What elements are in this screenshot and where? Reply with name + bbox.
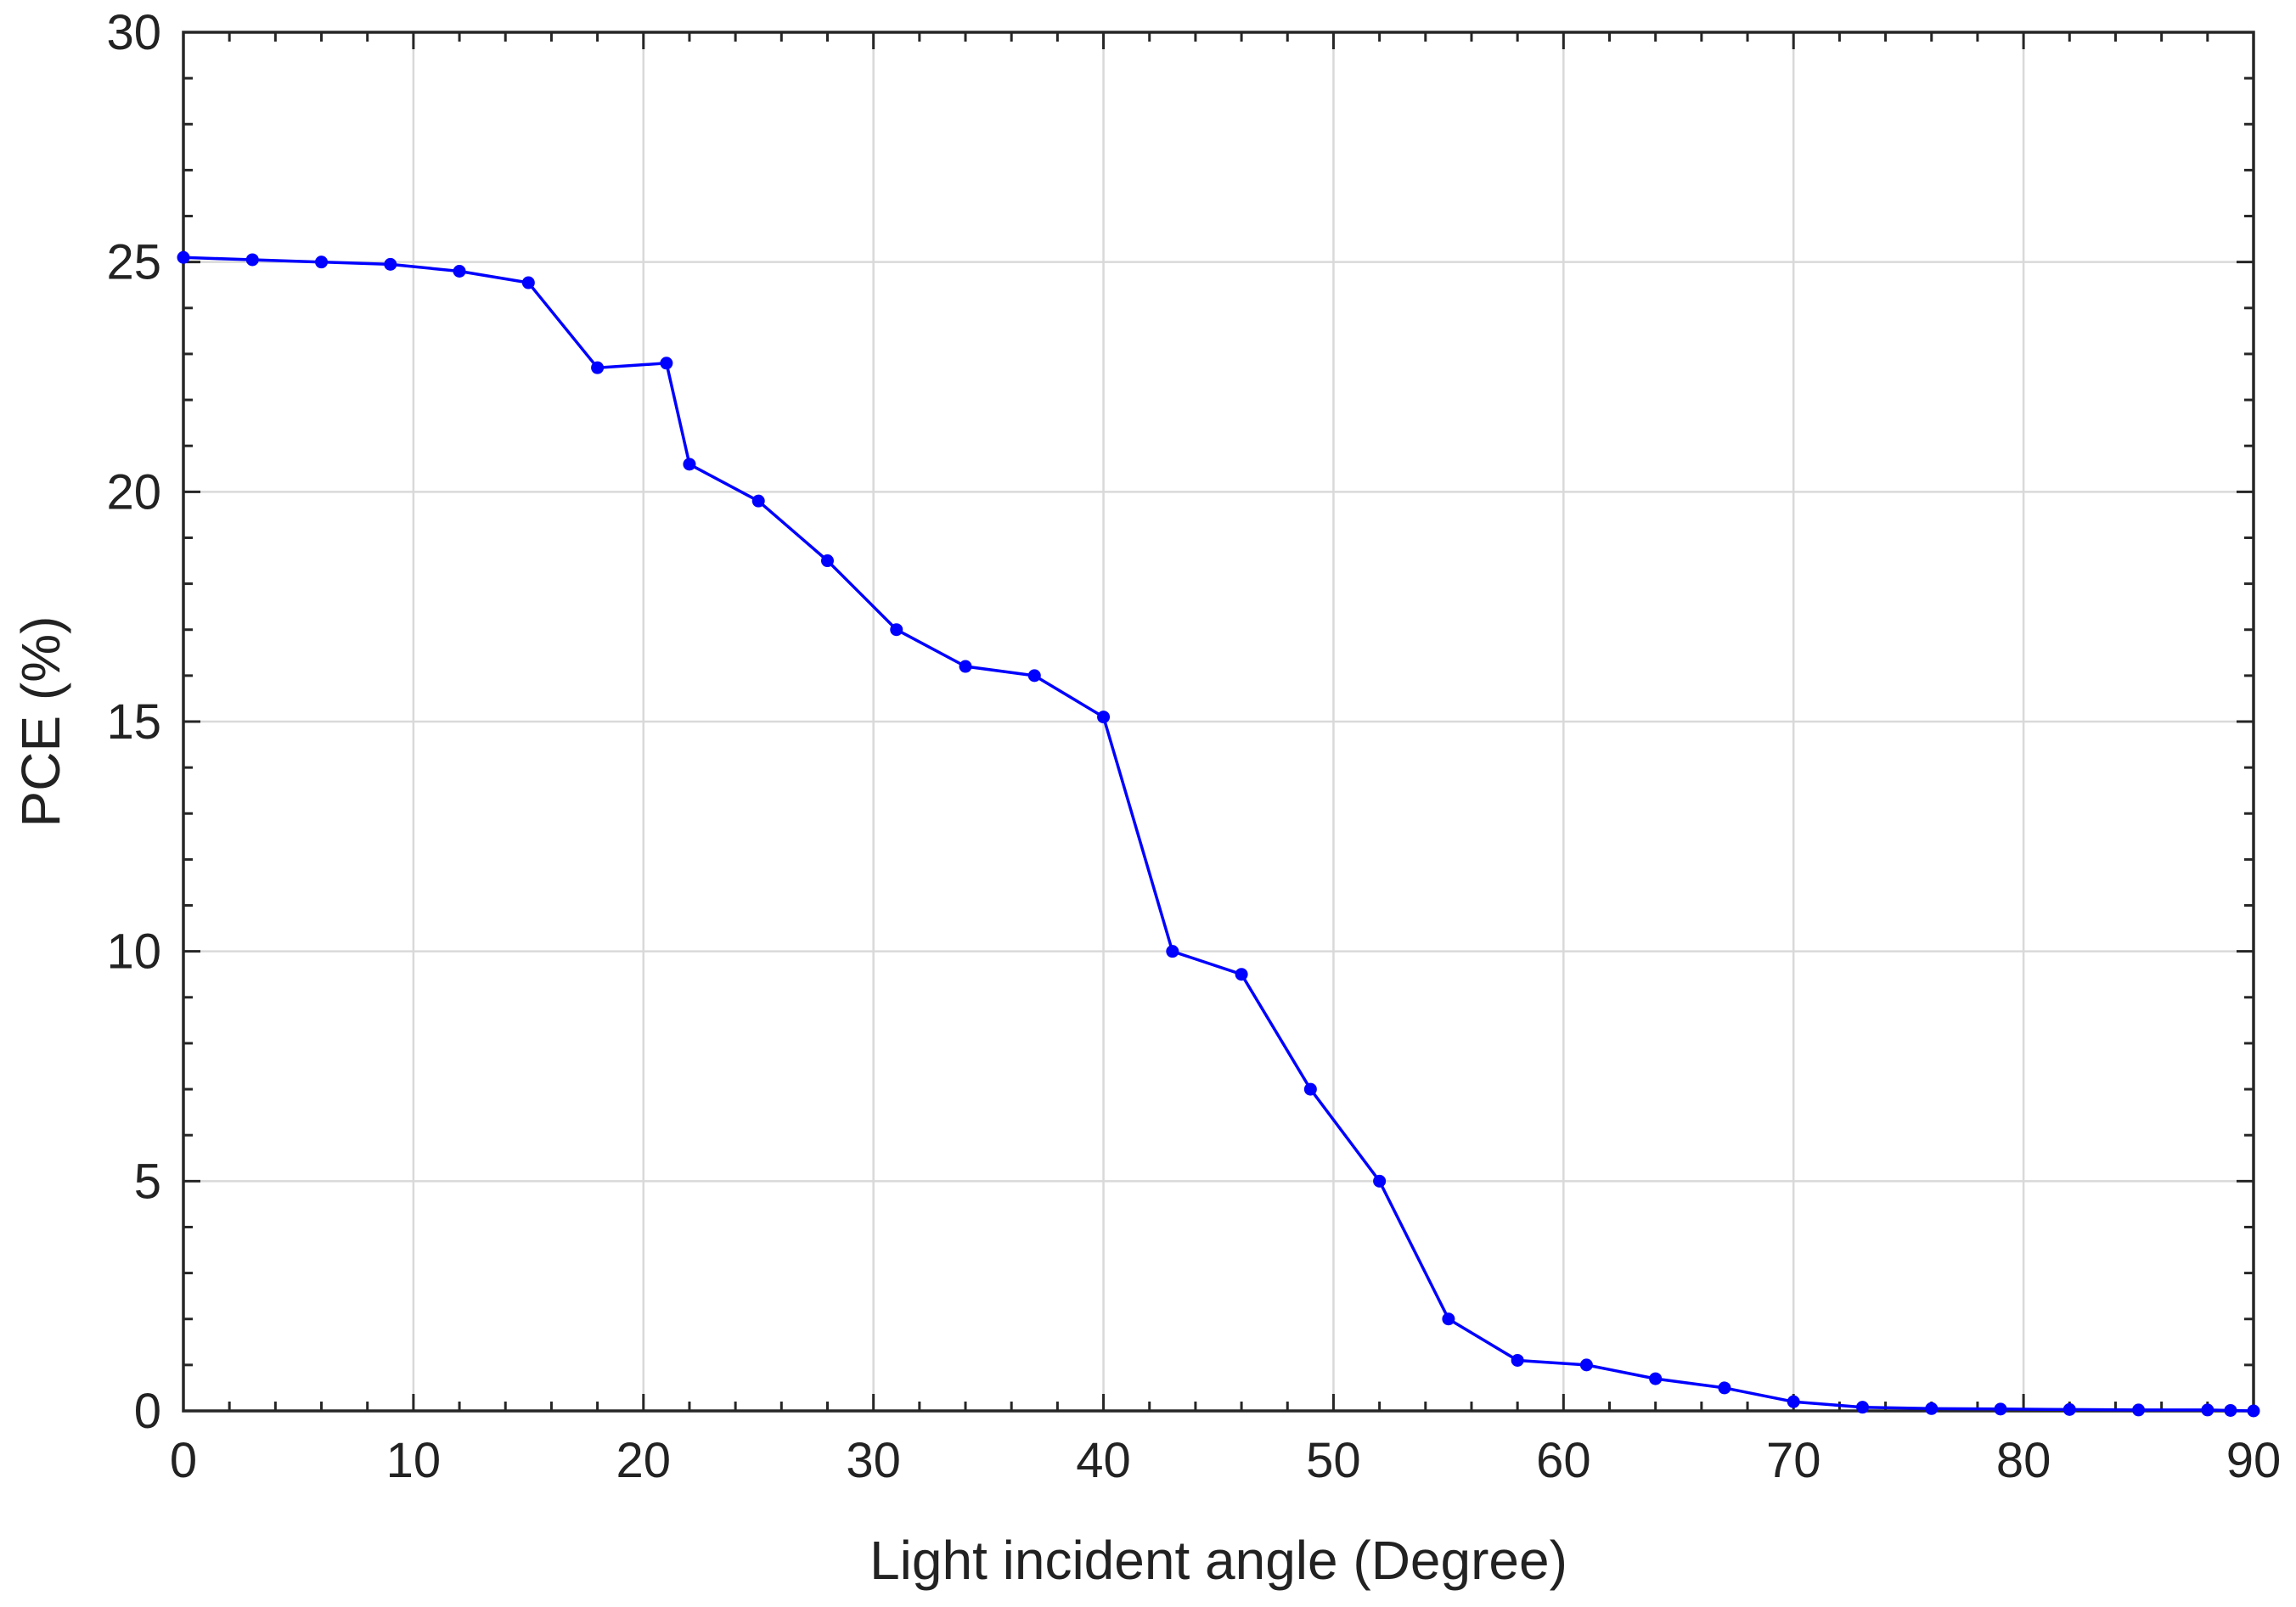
data-point	[1303, 1082, 1317, 1096]
data-point	[453, 264, 466, 278]
data-point	[683, 458, 696, 471]
y-tick-labels: 0 5 10 15 20 25 30	[106, 5, 161, 1439]
series-line	[183, 256, 2254, 1413]
x-tick-label: 50	[1306, 1433, 1361, 1488]
y-tick-label: 10	[106, 924, 161, 980]
x-tick-label: 40	[1076, 1433, 1131, 1488]
data-point	[1855, 1401, 1869, 1414]
grid	[183, 32, 2254, 1411]
x-tick-label: 70	[1766, 1433, 1821, 1488]
x-tick-label: 90	[2226, 1433, 2282, 1488]
series-layer	[177, 250, 2260, 1418]
data-point	[1166, 945, 1179, 958]
data-point	[1027, 669, 1041, 683]
data-point	[2224, 1403, 2237, 1417]
x-tick-label: 0	[170, 1433, 197, 1488]
data-point	[751, 494, 765, 508]
data-point	[384, 257, 397, 271]
data-point	[177, 250, 190, 264]
plot-frame	[182, 31, 2255, 1413]
data-point	[245, 253, 259, 267]
data-point	[1925, 1402, 1939, 1415]
data-point	[2247, 1404, 2260, 1418]
y-tick-label: 0	[134, 1384, 161, 1439]
data-point	[959, 660, 972, 673]
data-point	[591, 361, 605, 374]
y-tick-label: 15	[106, 694, 161, 750]
data-point	[1373, 1174, 1387, 1188]
y-tick-label: 30	[106, 5, 161, 60]
data-point	[1579, 1358, 1593, 1372]
data-point	[1994, 1402, 2007, 1416]
y-tick-label: 5	[134, 1154, 161, 1209]
y-tick-label: 20	[106, 464, 161, 520]
data-point	[2132, 1403, 2146, 1417]
y-axis-label: PCE (%)	[10, 616, 71, 828]
y-tick-label: 25	[106, 235, 161, 290]
data-point	[1097, 711, 1111, 724]
x-tick-labels: 0 10 20 30 40 50 60 70 80 90	[170, 1433, 2281, 1488]
data-point	[2062, 1402, 2076, 1416]
x-tick-label: 10	[386, 1433, 442, 1488]
x-tick-label: 80	[1996, 1433, 2051, 1488]
data-point	[1235, 968, 1248, 981]
data-point	[1718, 1381, 1731, 1395]
x-axis-label: Light incident angle (Degree)	[869, 1530, 1567, 1591]
data-point	[521, 276, 535, 289]
x-tick-label: 20	[616, 1433, 672, 1488]
data-point	[1649, 1372, 1663, 1385]
x-tick-label: 30	[846, 1433, 901, 1488]
x-tick-label: 60	[1536, 1433, 1591, 1488]
data-point	[2201, 1403, 2214, 1417]
data-point	[1511, 1353, 1524, 1367]
data-point	[660, 357, 673, 370]
data-point	[1787, 1395, 1800, 1408]
data-point	[1442, 1312, 1455, 1326]
data-point	[315, 256, 329, 269]
data-point	[890, 623, 903, 637]
data-point	[820, 554, 834, 568]
